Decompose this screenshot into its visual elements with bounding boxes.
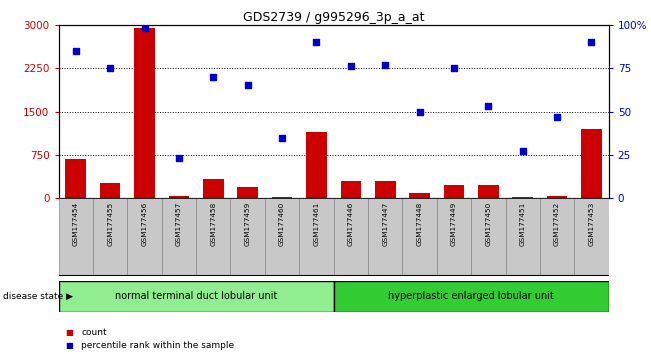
- Text: disease state ▶: disease state ▶: [3, 292, 74, 301]
- Bar: [238, 187, 258, 198]
- Title: GDS2739 / g995296_3p_a_at: GDS2739 / g995296_3p_a_at: [243, 11, 424, 24]
- Bar: [409, 193, 430, 198]
- Text: GSM177453: GSM177453: [589, 202, 594, 246]
- Bar: [581, 129, 602, 198]
- Bar: [368, 198, 402, 276]
- Text: ■: ■: [65, 341, 73, 350]
- Text: GSM177450: GSM177450: [486, 202, 492, 246]
- Text: GSM177446: GSM177446: [348, 202, 354, 246]
- Text: normal terminal duct lobular unit: normal terminal duct lobular unit: [115, 291, 277, 302]
- Bar: [402, 198, 437, 276]
- Point: [311, 39, 322, 45]
- Bar: [540, 198, 574, 276]
- Point: [105, 65, 115, 71]
- Bar: [196, 198, 230, 276]
- Text: GSM177457: GSM177457: [176, 202, 182, 246]
- Text: count: count: [81, 327, 107, 337]
- Bar: [128, 198, 161, 276]
- Point: [174, 155, 184, 161]
- Text: GSM177449: GSM177449: [451, 202, 457, 246]
- Bar: [547, 196, 568, 198]
- Bar: [66, 159, 86, 198]
- Bar: [59, 281, 333, 312]
- Bar: [306, 132, 327, 198]
- Bar: [93, 198, 128, 276]
- Bar: [265, 198, 299, 276]
- Text: GSM177448: GSM177448: [417, 202, 422, 246]
- Bar: [100, 183, 120, 198]
- Point: [346, 64, 356, 69]
- Point: [552, 114, 562, 120]
- Bar: [574, 198, 609, 276]
- Bar: [471, 198, 506, 276]
- Text: GSM177458: GSM177458: [210, 202, 216, 246]
- Bar: [59, 198, 93, 276]
- Bar: [478, 185, 499, 198]
- Text: GSM177454: GSM177454: [73, 202, 79, 246]
- Bar: [161, 198, 196, 276]
- Point: [380, 62, 391, 68]
- Bar: [333, 281, 609, 312]
- Point: [518, 149, 528, 154]
- Point: [277, 135, 287, 140]
- Text: GSM177461: GSM177461: [313, 202, 320, 246]
- Text: percentile rank within the sample: percentile rank within the sample: [81, 341, 234, 350]
- Point: [587, 39, 597, 45]
- Bar: [299, 198, 334, 276]
- Point: [483, 103, 493, 109]
- Bar: [506, 198, 540, 276]
- Point: [449, 65, 459, 71]
- Point: [415, 109, 425, 114]
- Point: [70, 48, 81, 53]
- Text: GSM177451: GSM177451: [519, 202, 526, 246]
- Text: ■: ■: [65, 327, 73, 337]
- Bar: [169, 196, 189, 198]
- Point: [139, 25, 150, 31]
- Text: GSM177447: GSM177447: [382, 202, 388, 246]
- Text: GSM177459: GSM177459: [245, 202, 251, 246]
- Text: GSM177456: GSM177456: [141, 202, 148, 246]
- Bar: [271, 196, 292, 198]
- Bar: [444, 185, 464, 198]
- Point: [208, 74, 219, 80]
- Bar: [334, 198, 368, 276]
- Bar: [375, 182, 396, 198]
- Bar: [230, 198, 265, 276]
- Bar: [203, 179, 224, 198]
- Text: GSM177452: GSM177452: [554, 202, 560, 246]
- Point: [242, 82, 253, 88]
- Bar: [340, 181, 361, 198]
- Bar: [437, 198, 471, 276]
- Text: GSM177460: GSM177460: [279, 202, 285, 246]
- Text: GSM177455: GSM177455: [107, 202, 113, 246]
- Bar: [134, 28, 155, 198]
- Text: hyperplastic enlarged lobular unit: hyperplastic enlarged lobular unit: [388, 291, 554, 302]
